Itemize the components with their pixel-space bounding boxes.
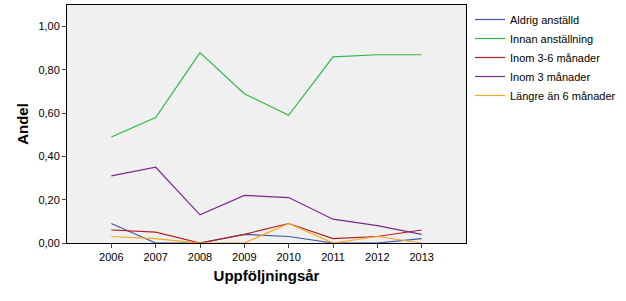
svg-text:Uppföljningsår: Uppföljningsår — [214, 267, 320, 284]
svg-text:2011: 2011 — [321, 251, 345, 263]
svg-text:2007: 2007 — [143, 251, 167, 263]
svg-text:0,20: 0,20 — [38, 194, 59, 206]
svg-text:2006: 2006 — [99, 251, 123, 263]
svg-text:Aldrig anställd: Aldrig anställd — [510, 14, 579, 26]
svg-text:Längre än 6 månader: Längre än 6 månader — [510, 90, 616, 102]
svg-text:1,00: 1,00 — [38, 20, 59, 32]
svg-text:Inom 3-6 månader: Inom 3-6 månader — [510, 52, 600, 64]
svg-text:0,80: 0,80 — [38, 64, 59, 76]
svg-text:Andel: Andel — [14, 103, 31, 145]
svg-text:2013: 2013 — [409, 251, 433, 263]
svg-text:0,00: 0,00 — [38, 237, 59, 249]
svg-text:0,60: 0,60 — [38, 107, 59, 119]
svg-text:2008: 2008 — [188, 251, 212, 263]
svg-text:Innan anställning: Innan anställning — [510, 33, 593, 45]
svg-text:Inom 3 månader: Inom 3 månader — [510, 71, 590, 83]
svg-text:2012: 2012 — [365, 251, 389, 263]
svg-text:2009: 2009 — [232, 251, 256, 263]
svg-text:2010: 2010 — [276, 251, 300, 263]
svg-text:0,40: 0,40 — [38, 150, 59, 162]
